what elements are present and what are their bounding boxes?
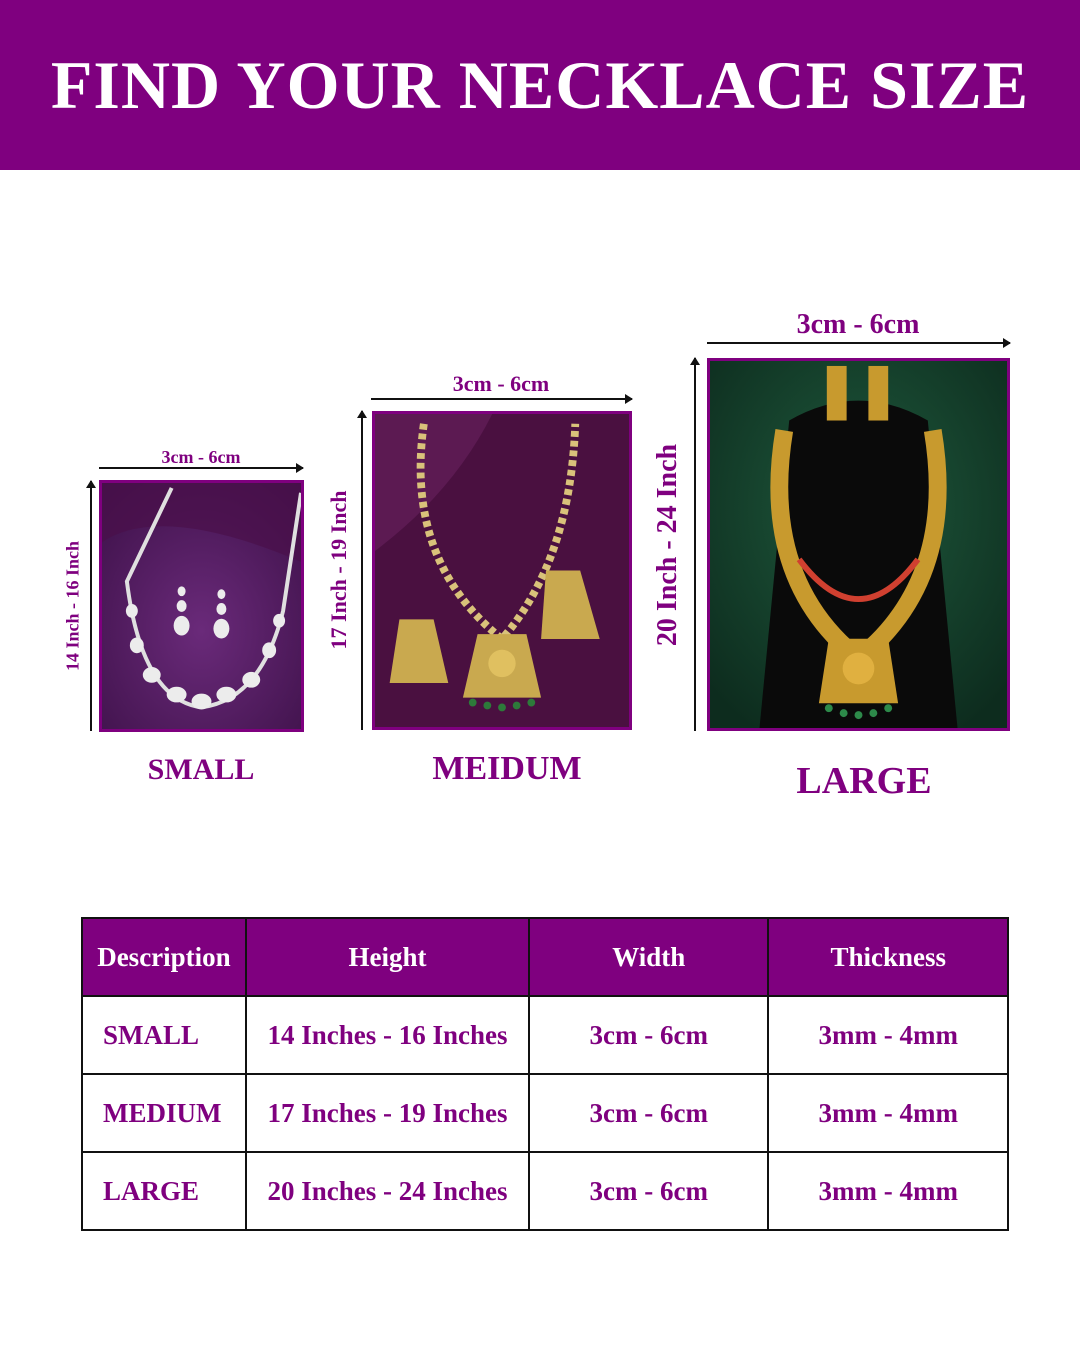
gold-temple-necklace-photo (707, 358, 1010, 731)
header-height: Height (244, 917, 531, 997)
cell-height: 14 Inches - 16 Inches (244, 995, 531, 1075)
small-height-label: 14 Inch - 16 Inch (62, 540, 83, 672)
table-row: SMALL 14 Inches - 16 Inches 3cm - 6cm 3m… (81, 995, 1009, 1075)
cell-description: SMALL (81, 995, 247, 1075)
cell-width: 3cm - 6cm (528, 1073, 770, 1153)
medium-width-arrow (371, 394, 633, 404)
large-width-arrow (707, 338, 1011, 348)
cell-thickness: 3mm - 4mm (767, 995, 1009, 1075)
cell-description: LARGE (81, 1151, 247, 1231)
cell-height: 17 Inches - 19 Inches (244, 1073, 531, 1153)
large-height-arrow (690, 357, 700, 731)
cell-width: 3cm - 6cm (528, 1151, 770, 1231)
gold-pendant-necklace-photo (372, 411, 632, 730)
header-description: Description (81, 917, 247, 997)
table-row: MEDIUM 17 Inches - 19 Inches 3cm - 6cm 3… (81, 1073, 1009, 1153)
cell-thickness: 3mm - 4mm (767, 1073, 1009, 1153)
table-header-row: Description Height Width Thickness (81, 917, 1009, 997)
silver-necklace-set-photo (99, 480, 304, 732)
cell-height: 20 Inches - 24 Inches (244, 1151, 531, 1231)
table-row: LARGE 20 Inches - 24 Inches 3cm - 6cm 3m… (81, 1151, 1009, 1231)
small-width-label: 3cm - 6cm (161, 447, 241, 467)
large-width-label: 3cm - 6cm (796, 309, 920, 340)
cell-width: 3cm - 6cm (528, 995, 770, 1075)
cell-thickness: 3mm - 4mm (767, 1151, 1009, 1231)
page-title: FIND YOUR NECKLACE SIZE (50, 46, 1030, 123)
header-banner: FIND YOUR NECKLACE SIZE (0, 0, 1080, 170)
medium-width-label: 3cm - 6cm (452, 371, 550, 396)
medium-size-label: MEIDUM (432, 750, 582, 787)
medium-height-label: 17 Inch - 19 Inch (326, 490, 351, 650)
header-thickness: Thickness (767, 917, 1009, 997)
size-table: Description Height Width Thickness SMALL… (81, 917, 1009, 1231)
small-size-label: SMALL (147, 753, 255, 786)
large-height-label: 20 Inch - 24 Inch (652, 443, 683, 647)
medium-height-arrow (357, 410, 367, 730)
small-height-arrow (86, 480, 96, 731)
cell-description: MEDIUM (81, 1073, 247, 1153)
small-width-arrow (99, 463, 304, 473)
large-size-label: LARGE (796, 760, 932, 802)
header-width: Width (528, 917, 770, 997)
